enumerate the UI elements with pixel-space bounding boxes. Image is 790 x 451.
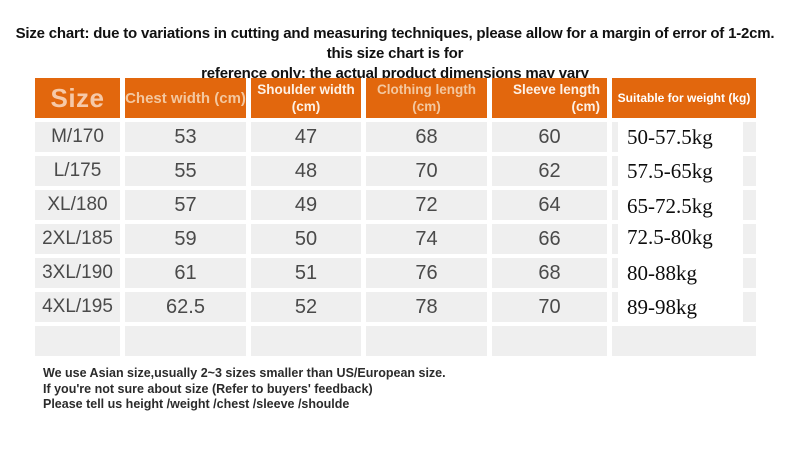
sleeve-cell: 66 — [492, 224, 607, 254]
weight-value: 89-98kg — [618, 291, 743, 323]
column-header-shoulder-unit: (cm) — [291, 99, 321, 114]
weight-value: 65-72.5kg — [618, 189, 743, 224]
sleeve-cell: 68 — [492, 258, 607, 288]
column-header-weight-label: Suitable for weight (kg) — [617, 91, 751, 105]
size-cell: 2XL/185 — [35, 224, 120, 254]
column-header-chest-width: Chest width (cm) — [125, 78, 246, 118]
shoulder-cell: 49 — [251, 190, 361, 220]
column-header-shoulder-width: Shoulder width (cm) — [251, 78, 361, 118]
size-cell: L/175 — [35, 156, 120, 186]
weight-cell: 57.5-65kg — [612, 155, 756, 187]
clothing-cell: 78 — [366, 292, 487, 322]
size-cell: 3XL/190 — [35, 258, 120, 288]
empty-cell — [366, 326, 487, 356]
sleeve-cell: 60 — [492, 122, 607, 152]
weight-cell: 80-88kg — [612, 257, 756, 289]
column-header-clothing-unit: (cm) — [412, 99, 441, 114]
weight-value: 50-57.5kg — [618, 121, 743, 153]
weight-cell: 65-72.5kg — [612, 189, 756, 224]
column-header-clothing-length: Clothing length (cm) — [366, 78, 487, 118]
weight-cell: 50-57.5kg — [612, 121, 756, 153]
empty-cell — [492, 326, 607, 356]
size-table: Size Chest width (cm) Shoulder width (cm… — [35, 78, 756, 356]
column-header-sleeve-label: Sleeve length — [512, 82, 600, 97]
empty-cell — [612, 326, 756, 356]
note-tell-us: Please tell us height /weight /chest /sl… — [43, 397, 350, 411]
shoulder-cell: 50 — [251, 224, 361, 254]
size-cell: M/170 — [35, 122, 120, 152]
page-title: Size chart: due to variations in cutting… — [10, 24, 780, 84]
column-header-sleeve-unit: (cm) — [571, 99, 600, 114]
chest-cell: 59 — [125, 224, 246, 254]
note-not-sure: If you're not sure about size (Refer to … — [43, 381, 373, 396]
empty-cell — [251, 326, 361, 356]
column-header-shoulder-label: Shoulder width — [257, 82, 355, 97]
chest-cell: 57 — [125, 190, 246, 220]
column-header-clothing-label: Clothing length — [377, 82, 476, 97]
empty-cell — [35, 326, 120, 356]
column-header-sleeve-length: Sleeve length (cm) — [492, 78, 607, 118]
size-cell: XL/180 — [35, 190, 120, 220]
weight-value: 57.5-65kg — [618, 155, 743, 187]
column-header-chest-label: Chest width (cm) — [125, 89, 246, 107]
shoulder-cell: 51 — [251, 258, 361, 288]
sleeve-cell: 62 — [492, 156, 607, 186]
page-title-line1: Size chart: due to variations in cutting… — [15, 25, 775, 62]
clothing-cell: 74 — [366, 224, 487, 254]
clothing-cell: 76 — [366, 258, 487, 288]
sleeve-cell: 70 — [492, 292, 607, 322]
chest-cell: 61 — [125, 258, 246, 288]
chest-cell: 55 — [125, 156, 246, 186]
weight-value: 72.5-80kg — [618, 220, 743, 255]
column-header-size-label: Size — [50, 82, 105, 113]
shoulder-cell: 47 — [251, 122, 361, 152]
clothing-cell: 72 — [366, 190, 487, 220]
weight-value: 80-88kg — [618, 257, 743, 289]
chest-cell: 62.5 — [125, 292, 246, 322]
column-header-size: Size — [35, 78, 120, 118]
column-header-weight: Suitable for weight (kg) — [612, 78, 756, 118]
empty-cell — [125, 326, 246, 356]
shoulder-cell: 48 — [251, 156, 361, 186]
size-cell: 4XL/195 — [35, 292, 120, 322]
weight-cell: 72.5-80kg — [612, 220, 756, 255]
note-asian-size: We use Asian size,usually 2~3 sizes smal… — [43, 366, 446, 380]
page-title-line2: reference only; the actual product dimen… — [201, 65, 589, 82]
weight-cell: 89-98kg — [612, 291, 756, 323]
clothing-cell: 70 — [366, 156, 487, 186]
chest-cell: 53 — [125, 122, 246, 152]
footer-notes: We use Asian size,usually 2~3 sizes smal… — [43, 366, 446, 413]
shoulder-cell: 52 — [251, 292, 361, 322]
sleeve-cell: 64 — [492, 190, 607, 220]
clothing-cell: 68 — [366, 122, 487, 152]
